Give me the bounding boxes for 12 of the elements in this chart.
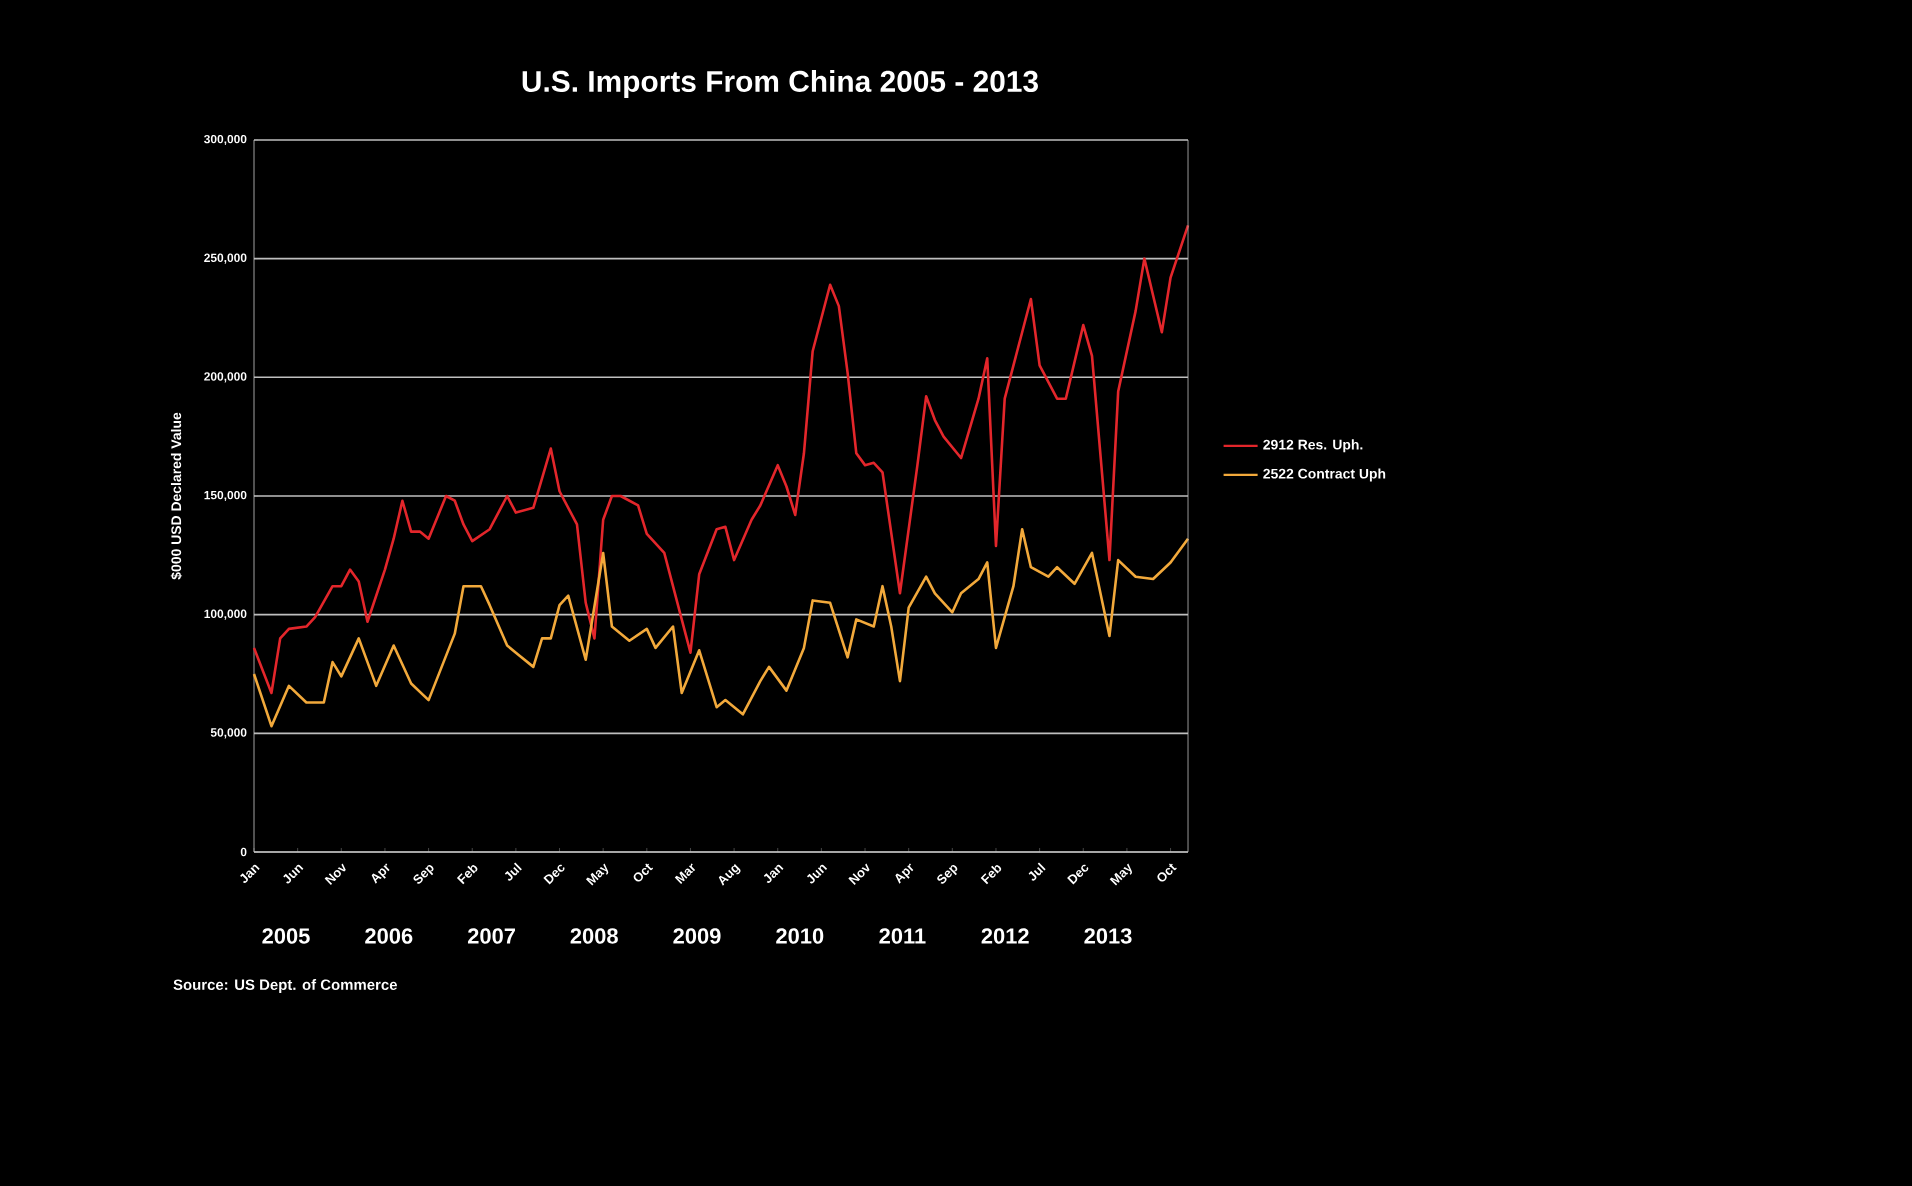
text: 2008 [570,928,618,944]
text: 2012 [981,928,1029,944]
text: 2013 [1084,928,1132,944]
text: 2010 [776,928,824,944]
text: 2007 [467,928,515,944]
text: 2006 [365,928,413,944]
line-series [252,224,1190,695]
chart-title: U.S. Imports From China 2005 - 2013 [522,70,1038,98]
text: 2005 [262,928,310,944]
text: 2011 [879,928,926,944]
line-series [252,527,1190,728]
text: 2009 [673,928,721,944]
